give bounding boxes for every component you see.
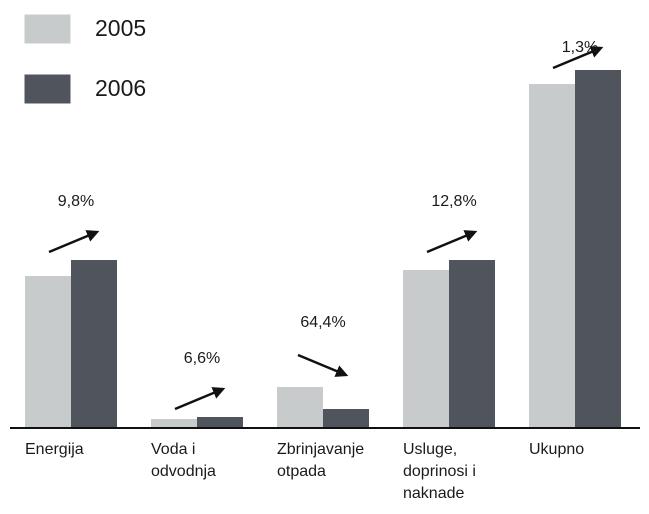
change-arrow xyxy=(426,230,478,254)
change-label: 6,6% xyxy=(184,350,220,367)
bar xyxy=(197,417,243,428)
x-tick-label: Energija xyxy=(25,441,84,458)
change-label: 1,3% xyxy=(562,39,598,56)
change-arrow xyxy=(552,46,604,70)
bar xyxy=(25,276,71,428)
x-tick-label: odvodnja xyxy=(151,463,216,480)
bar xyxy=(151,419,197,428)
change-arrow xyxy=(48,230,100,254)
bar xyxy=(277,387,323,428)
bar xyxy=(323,409,369,428)
bar xyxy=(575,70,621,428)
bar xyxy=(71,260,117,428)
change-arrow xyxy=(297,353,349,377)
x-tick-label: naknade xyxy=(403,485,464,502)
change-label: 64,4% xyxy=(300,314,345,331)
x-tick-label: Ukupno xyxy=(529,441,584,458)
legend-label: 2006 xyxy=(95,75,146,101)
bar xyxy=(529,84,575,428)
bar xyxy=(449,260,495,428)
change-arrow xyxy=(174,387,226,411)
change-label: 9,8% xyxy=(58,193,94,210)
legend-swatch xyxy=(24,74,71,104)
legend-label: 2005 xyxy=(95,15,146,41)
change-label: 12,8% xyxy=(431,193,476,210)
x-tick-label: Zbrinjavanje xyxy=(277,441,364,458)
x-tick-label: doprinosi i xyxy=(403,463,476,480)
legend-swatch xyxy=(24,14,71,44)
x-tick-label: Voda i xyxy=(151,441,195,458)
x-tick-label: otpada xyxy=(277,463,326,480)
x-tick-label: Usluge, xyxy=(403,441,457,458)
bar xyxy=(403,270,449,428)
